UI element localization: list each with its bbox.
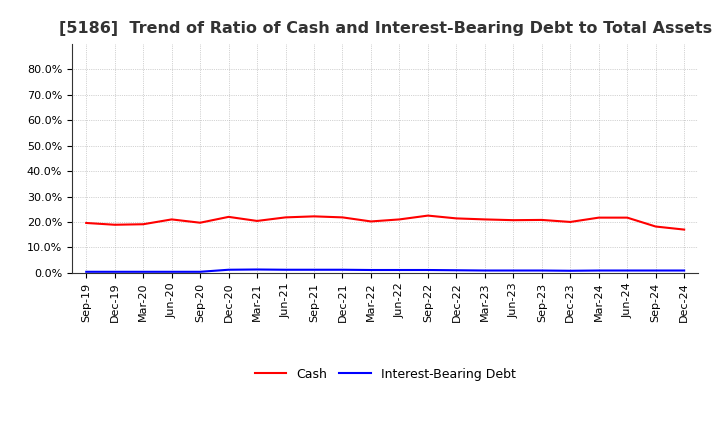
Interest-Bearing Debt bbox=[395, 268, 404, 273]
Interest-Bearing Debt bbox=[652, 268, 660, 273]
Interest-Bearing Debt bbox=[595, 268, 603, 273]
Interest-Bearing Debt bbox=[167, 269, 176, 275]
Interest-Bearing Debt bbox=[452, 268, 461, 273]
Cash bbox=[110, 222, 119, 227]
Cash bbox=[452, 216, 461, 221]
Cash bbox=[423, 213, 432, 218]
Cash bbox=[566, 219, 575, 224]
Cash bbox=[139, 222, 148, 227]
Cash bbox=[282, 215, 290, 220]
Cash bbox=[680, 227, 688, 232]
Cash bbox=[82, 220, 91, 226]
Interest-Bearing Debt bbox=[139, 269, 148, 275]
Interest-Bearing Debt bbox=[366, 268, 375, 273]
Interest-Bearing Debt bbox=[282, 267, 290, 272]
Interest-Bearing Debt bbox=[110, 269, 119, 275]
Cash bbox=[623, 215, 631, 220]
Interest-Bearing Debt bbox=[253, 267, 261, 272]
Cash bbox=[595, 215, 603, 220]
Cash bbox=[652, 224, 660, 229]
Interest-Bearing Debt bbox=[310, 267, 318, 272]
Cash bbox=[310, 214, 318, 219]
Title: [5186]  Trend of Ratio of Cash and Interest-Bearing Debt to Total Assets: [5186] Trend of Ratio of Cash and Intere… bbox=[58, 21, 712, 36]
Interest-Bearing Debt bbox=[480, 268, 489, 273]
Interest-Bearing Debt bbox=[338, 267, 347, 272]
Cash bbox=[253, 218, 261, 224]
Interest-Bearing Debt bbox=[82, 269, 91, 275]
Cash bbox=[196, 220, 204, 225]
Cash bbox=[225, 214, 233, 220]
Interest-Bearing Debt bbox=[680, 268, 688, 273]
Interest-Bearing Debt bbox=[623, 268, 631, 273]
Cash bbox=[509, 217, 518, 223]
Interest-Bearing Debt bbox=[225, 267, 233, 272]
Interest-Bearing Debt bbox=[423, 268, 432, 273]
Cash bbox=[395, 217, 404, 222]
Cash bbox=[480, 217, 489, 222]
Cash bbox=[366, 219, 375, 224]
Line: Cash: Cash bbox=[86, 216, 684, 230]
Cash bbox=[167, 217, 176, 222]
Interest-Bearing Debt bbox=[196, 269, 204, 275]
Interest-Bearing Debt bbox=[537, 268, 546, 273]
Cash bbox=[537, 217, 546, 223]
Interest-Bearing Debt bbox=[509, 268, 518, 273]
Cash bbox=[338, 215, 347, 220]
Legend: Cash, Interest-Bearing Debt: Cash, Interest-Bearing Debt bbox=[250, 363, 521, 385]
Interest-Bearing Debt bbox=[566, 268, 575, 273]
Line: Interest-Bearing Debt: Interest-Bearing Debt bbox=[86, 269, 684, 272]
